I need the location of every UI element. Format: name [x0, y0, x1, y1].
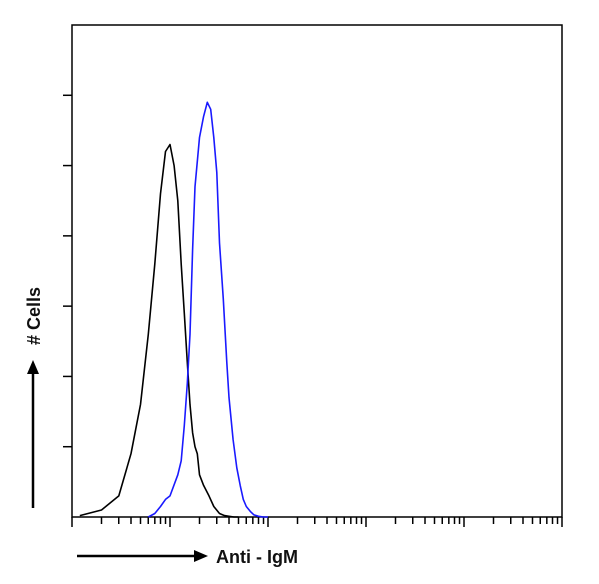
histogram-line-1 — [79, 143, 239, 518]
x-axis-label: Anti - IgM — [216, 547, 298, 567]
plot-frame — [71, 24, 563, 518]
x-axis-label-group: Anti - IgM — [77, 547, 298, 567]
y-axis-arrow-head — [27, 360, 39, 374]
y-axis-ticks — [63, 94, 72, 448]
x-axis-ticks — [71, 517, 563, 527]
series-group — [79, 101, 268, 518]
x-axis-arrow-head — [194, 550, 208, 562]
y-axis-label: # Cells — [24, 287, 44, 345]
y-axis-label-group: # Cells — [24, 287, 44, 508]
histogram-line-2 — [147, 101, 268, 518]
